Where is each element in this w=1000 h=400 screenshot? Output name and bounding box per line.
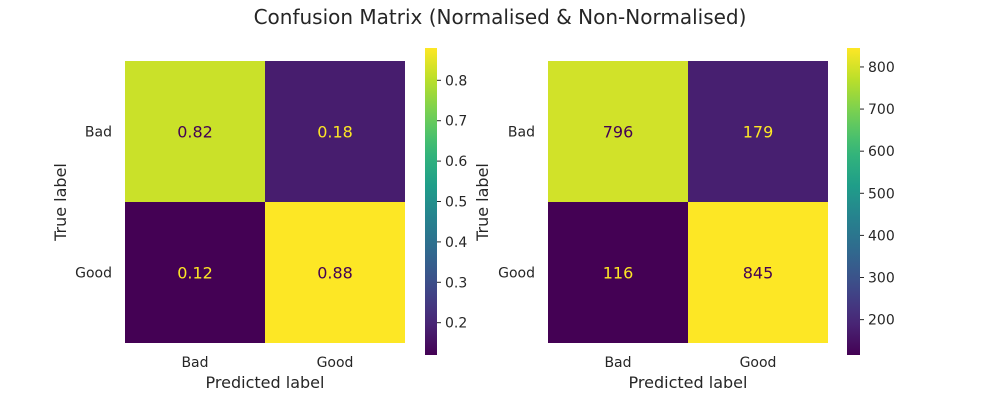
cell-value: 845: [743, 264, 774, 283]
colorbar-tick-label: 300: [868, 271, 895, 287]
x-axis-label: Predicted label: [206, 373, 325, 392]
colorbar-tick-label: 0.6: [445, 154, 467, 170]
cell-value: 0.12: [177, 264, 213, 283]
x-axis-label: Predicted label: [629, 373, 748, 392]
heatmap-1: 0.82 0.18 0.12 0.88 Bad Good Bad Good Predicted …: [51, 48, 467, 392]
cell-good-bad: [548, 202, 688, 343]
cell-good-good: [688, 202, 828, 343]
colorbar-tick-label: 0.8: [445, 73, 467, 89]
colorbar-tick-label: 0.2: [445, 316, 467, 332]
cell-good-good: [265, 202, 405, 343]
colorbar-tick-label: 200: [868, 313, 895, 329]
colorbar-tick-label: 0.4: [445, 235, 467, 251]
colorbar: [425, 48, 437, 355]
cell-value: 0.82: [177, 123, 213, 142]
colorbar-tick-label: 0.5: [445, 195, 467, 211]
cell-value: 0.18: [317, 123, 353, 142]
cell-bad-bad: [548, 61, 688, 202]
figure-title: Confusion Matrix (Normalised & Non-Norma…: [254, 5, 747, 29]
x-tick-label: Good: [740, 355, 777, 371]
x-tick-label: Bad: [604, 355, 631, 371]
colorbar-tick-label: 400: [868, 228, 895, 244]
cell-bad-bad: [125, 61, 265, 202]
colorbar-tick-label: 700: [868, 102, 895, 118]
y-tick-label: Good: [498, 266, 535, 282]
heatmap-2: 796 179 116 845 Bad Good Bad Good Predicted labe…: [473, 48, 895, 392]
cell-value: 179: [743, 123, 774, 142]
cell-value: 796: [603, 123, 634, 142]
y-tick-label: Bad: [508, 125, 535, 141]
cell-bad-good: [688, 61, 828, 202]
x-tick-label: Bad: [181, 355, 208, 371]
colorbar-tick-label: 0.3: [445, 275, 467, 291]
colorbar-tick-label: 0.7: [445, 114, 467, 130]
y-axis-label: True label: [51, 163, 70, 242]
colorbar-tick-label: 600: [868, 144, 895, 160]
cell-bad-good: [265, 61, 405, 202]
cell-value: 116: [603, 264, 634, 283]
colorbar-tick-label: 500: [868, 186, 895, 202]
colorbar: [847, 48, 860, 355]
y-tick-label: Good: [75, 266, 112, 282]
colorbar-tick-label: 800: [868, 60, 895, 76]
y-axis-label: True label: [473, 163, 492, 242]
y-tick-label: Bad: [85, 125, 112, 141]
x-tick-label: Good: [317, 355, 354, 371]
cell-good-bad: [125, 202, 265, 343]
cell-value: 0.88: [317, 264, 353, 283]
